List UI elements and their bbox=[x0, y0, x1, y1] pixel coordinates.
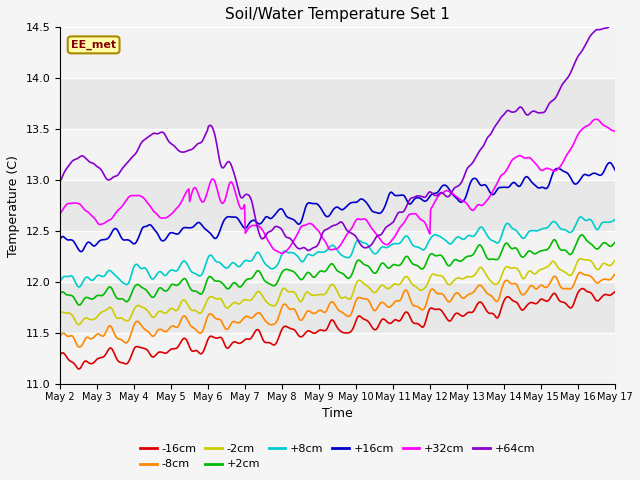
Bar bbox=[60, 333, 615, 384]
X-axis label: Time: Time bbox=[322, 407, 353, 420]
Bar bbox=[60, 27, 615, 78]
Y-axis label: Temperature (C): Temperature (C) bbox=[7, 155, 20, 257]
Bar bbox=[60, 129, 615, 180]
Bar bbox=[60, 231, 615, 282]
Legend: -16cm, -8cm, -2cm, +2cm, +8cm, +16cm, +32cm, +64cm: -16cm, -8cm, -2cm, +2cm, +8cm, +16cm, +3… bbox=[136, 440, 540, 474]
Title: Soil/Water Temperature Set 1: Soil/Water Temperature Set 1 bbox=[225, 7, 450, 22]
Text: EE_met: EE_met bbox=[71, 40, 116, 50]
